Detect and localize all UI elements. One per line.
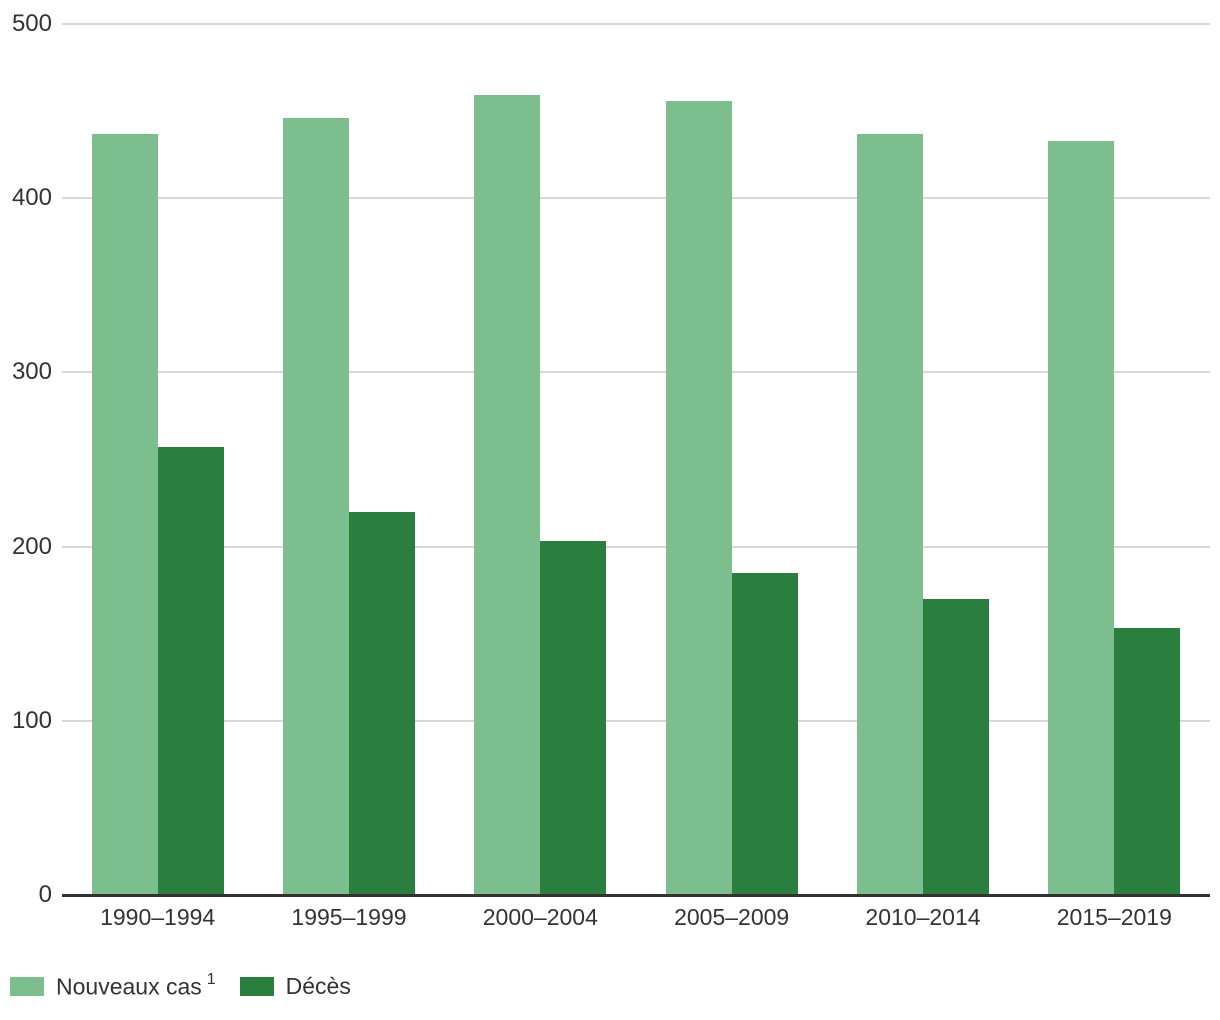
y-tick-label: 0 bbox=[38, 881, 52, 908]
legend-item-d-c-s: Décès bbox=[239, 972, 351, 1001]
x-axis-label: 2010–2014 bbox=[865, 904, 981, 930]
x-axis-label: 2005–2009 bbox=[674, 904, 790, 930]
legend-label: Nouveaux cas 1 bbox=[56, 971, 216, 1000]
bar-d-c-s-2000-2004 bbox=[540, 541, 607, 895]
legend-swatch bbox=[239, 977, 274, 997]
x-axis-line bbox=[62, 894, 1210, 897]
legend-label: Décès bbox=[285, 972, 351, 999]
x-axis-label: 2015–2019 bbox=[1056, 904, 1172, 930]
x-axis-label: 1995–1999 bbox=[291, 904, 407, 930]
gridline bbox=[62, 545, 1210, 548]
bar-d-c-s-1990-1994 bbox=[157, 447, 224, 895]
x-axis-label: 1990–1994 bbox=[100, 904, 216, 930]
bar-nouveaux-cas-2010-2014 bbox=[857, 133, 923, 895]
x-axis-label: 2000–2004 bbox=[482, 904, 598, 930]
bar-nouveaux-cas-2015-2019 bbox=[1048, 140, 1115, 895]
legend: Nouveaux cas 1 Décès bbox=[10, 971, 375, 1001]
bar-d-c-s-2005-2009 bbox=[731, 572, 798, 895]
bar-d-c-s-1995-1999 bbox=[349, 511, 415, 895]
legend-footnote-marker: 1 bbox=[206, 971, 216, 988]
bar-d-c-s-2015-2019 bbox=[1114, 628, 1181, 895]
bar-d-c-s-2010-2014 bbox=[923, 598, 989, 895]
bar-nouveaux-cas-1990-1994 bbox=[91, 133, 158, 895]
gridline bbox=[62, 23, 1210, 25]
y-tick-label: 300 bbox=[11, 358, 52, 386]
legend-swatch bbox=[10, 977, 44, 997]
y-tick-label: 100 bbox=[11, 706, 52, 734]
gridline bbox=[62, 719, 1210, 722]
gridline bbox=[62, 197, 1210, 200]
bar-nouveaux-cas-2000-2004 bbox=[474, 95, 541, 895]
bar-nouveaux-cas-1995-1999 bbox=[283, 118, 349, 895]
y-tick-label: 500 bbox=[11, 10, 52, 37]
y-tick-label: 200 bbox=[11, 532, 52, 560]
bar-nouveaux-cas-2005-2009 bbox=[665, 100, 732, 895]
legend-item-nouveaux-cas: Nouveaux cas 1 bbox=[10, 971, 216, 1001]
gridline bbox=[62, 371, 1210, 374]
y-tick-label: 400 bbox=[11, 184, 52, 212]
